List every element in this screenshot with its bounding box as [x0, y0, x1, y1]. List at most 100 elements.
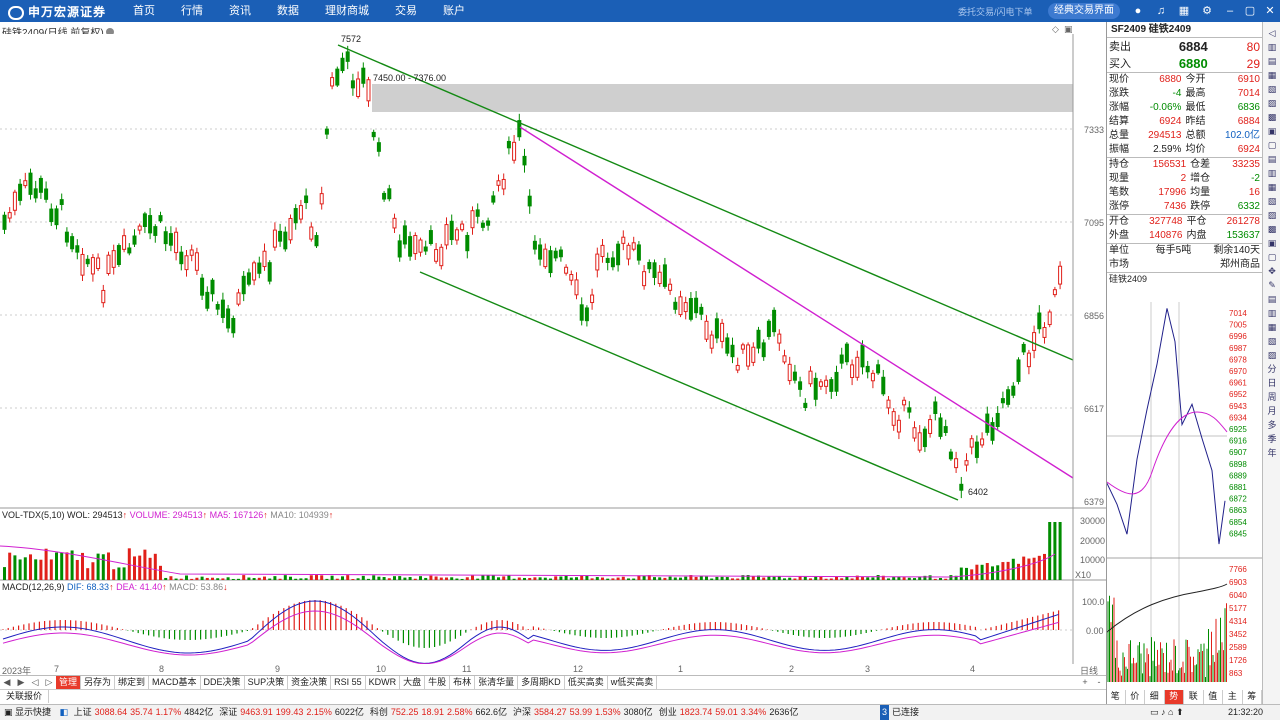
window-icon[interactable]: ▣	[1064, 24, 1073, 34]
nav-home[interactable]: 首页	[133, 5, 155, 17]
period-quarter[interactable]: 季	[1267, 434, 1277, 444]
tab-scroll-right-icon[interactable]: ▶	[17, 677, 25, 687]
index-quote[interactable]: 科创 752.25 18.91 2.58% 662.6亿	[370, 707, 510, 717]
toolbar-icon[interactable]: ▣	[1267, 126, 1277, 136]
macd-indicator-name[interactable]: MACD(12,26,9)	[2, 582, 65, 592]
tab-bind-to[interactable]: 绑定到	[115, 676, 150, 689]
toolbar-icon[interactable]: ▨	[1267, 210, 1277, 220]
index-quote[interactable]: 上证 3088.64 35.74 1.17% 4842亿	[74, 707, 217, 717]
toolbar-icon[interactable]: ▦	[1267, 322, 1277, 332]
tab-kdwr[interactable]: KDWR	[366, 676, 401, 689]
nav-quotes[interactable]: 行情	[181, 5, 203, 17]
tab-linked[interactable]: 联	[1184, 690, 1204, 704]
tab-macd-basic[interactable]: MACD基本	[149, 676, 201, 689]
linked-quote-button[interactable]: 关联报价	[0, 690, 50, 703]
period-month[interactable]: 月	[1267, 406, 1277, 416]
headset-icon[interactable]: ♫	[1156, 5, 1166, 17]
period-minute[interactable]: 分	[1267, 364, 1277, 374]
tab-trades[interactable]: 笔	[1106, 690, 1126, 704]
tab-boll[interactable]: 布林	[450, 676, 476, 689]
toolbar-icon[interactable]: ▣	[1267, 238, 1277, 248]
trade-status-text[interactable]: 委托交易/闪电下单	[958, 7, 1033, 17]
tab-value[interactable]: 值	[1204, 690, 1223, 704]
tab-w-low-buy[interactable]: w低买高卖	[608, 676, 658, 689]
tab-sup[interactable]: SUP决策	[245, 676, 289, 689]
nav-wealth-mall[interactable]: 理财商城	[325, 5, 369, 17]
tab-bull[interactable]: 牛股	[425, 676, 451, 689]
toolbar-icon[interactable]: ▤	[1267, 154, 1277, 164]
tab-zqh-vol[interactable]: 张清华量	[475, 676, 519, 689]
scroll-up-icon[interactable]: ◁	[1268, 28, 1276, 38]
move-icon[interactable]: ✥	[1268, 266, 1276, 276]
toolbar-icon[interactable]: ▩	[1267, 112, 1277, 122]
toolbar-icon[interactable]: ▨	[1267, 350, 1277, 360]
period-year[interactable]: 年	[1267, 448, 1277, 458]
period-day[interactable]: 日	[1267, 378, 1277, 388]
period-multi[interactable]: 多	[1267, 420, 1277, 430]
tab-low-buy[interactable]: 低买高卖	[565, 676, 608, 689]
nav-data[interactable]: 数据	[277, 5, 299, 17]
toolbar-icon[interactable]: ▤	[1267, 56, 1277, 66]
nav-trade[interactable]: 交易	[395, 5, 417, 17]
toolbar-icon[interactable]: ▢	[1267, 252, 1277, 262]
classic-trade-mode-button[interactable]: 经典交易界面	[1048, 3, 1120, 19]
intraday-chart[interactable]: 7014 7005 6996 6987 6978 6970 6961 6952 6943 6934…	[1107, 302, 1262, 682]
toolbar-icon[interactable]: ▧	[1267, 196, 1277, 206]
tab-first-icon[interactable]: ◁	[31, 677, 39, 687]
diamond-icon[interactable]: ◇	[1052, 24, 1059, 34]
nav-news[interactable]: 资讯	[229, 5, 251, 17]
pencil-icon[interactable]: ✎	[1268, 280, 1276, 290]
kline-chart[interactable]: 7572 6402 7450.00 - 7376.00	[0, 34, 1106, 664]
message-icon[interactable]: ●	[1134, 5, 1142, 17]
toolbar-icon[interactable]: ▥	[1267, 42, 1277, 52]
toolbar-icon[interactable]: ▢	[1267, 140, 1277, 150]
range-annotation: 7450.00 - 7376.00	[373, 73, 446, 83]
quote-field-label: 现量	[1109, 173, 1129, 184]
zoom-in-icon[interactable]: +	[1082, 677, 1088, 687]
tab-fund[interactable]: 资金决策	[288, 676, 332, 689]
tab-last-icon[interactable]: ▷	[45, 677, 53, 687]
vol-indicator-name[interactable]: VOL-TDX(5,10)	[2, 510, 65, 520]
grid-icon[interactable]: ▦	[1178, 5, 1190, 17]
tab-market[interactable]: 大盘	[400, 676, 426, 689]
period-label[interactable]: 日线	[1080, 666, 1099, 676]
tab-main[interactable]: 主	[1223, 690, 1243, 704]
tab-save-as[interactable]: 另存为	[81, 676, 116, 689]
quote-field-label: 平仓	[1186, 216, 1207, 227]
tab-dde[interactable]: DDE决策	[201, 676, 245, 689]
minimize-icon[interactable]: –	[1226, 5, 1234, 17]
tab-chips[interactable]: 筹	[1243, 690, 1262, 704]
toolbar-icon[interactable]: ▧	[1267, 336, 1277, 346]
toolbar-icon[interactable]: ▥	[1267, 168, 1277, 178]
index-quote[interactable]: 创业 1823.74 59.01 3.34% 2636亿	[659, 707, 802, 717]
tray-icons[interactable]: ▭ ♪ ⌂ ⬆	[1150, 707, 1184, 717]
toolbar-icon[interactable]: ▦	[1267, 70, 1277, 80]
tab-multi-kd[interactable]: 多周期KD	[518, 676, 565, 689]
index-quote[interactable]: 深证 9463.91 199.43 2.15% 6022亿	[219, 707, 367, 717]
tab-trend[interactable]: 势	[1164, 690, 1184, 704]
period-week[interactable]: 周	[1267, 392, 1277, 402]
tab-rsi[interactable]: RSI 55	[331, 676, 366, 689]
toolbar-icon[interactable]: ▦	[1267, 182, 1277, 192]
index-quote[interactable]: 沪深 3584.27 53.99 1.53% 3080亿	[513, 707, 656, 717]
toolbar-icon[interactable]: ▨	[1267, 98, 1277, 108]
mini-axis-label: 6907	[1229, 448, 1247, 457]
broker-logo: 申万宏源证券	[8, 3, 106, 20]
close-icon[interactable]: ✕	[1265, 5, 1275, 17]
quick-toggle[interactable]: ▣ 显示快捷	[4, 707, 52, 717]
ask-row[interactable]: 卖出 6884 80	[1107, 38, 1262, 55]
toolbar-icon[interactable]: ▥	[1267, 308, 1277, 318]
toolbar-icon[interactable]: ▧	[1267, 84, 1277, 94]
tab-price[interactable]: 价	[1126, 690, 1145, 704]
maximize-icon[interactable]: ▢	[1244, 5, 1256, 17]
tab-scroll-left-icon[interactable]: ◀	[3, 677, 11, 687]
toolbar-icon[interactable]: ▩	[1267, 224, 1277, 234]
bid-row[interactable]: 买入 6880 29	[1107, 55, 1262, 72]
zoom-out-icon[interactable]: -	[1097, 677, 1101, 687]
tab-detail[interactable]: 细	[1145, 690, 1165, 704]
chart-options-icon[interactable]	[105, 28, 114, 36]
tab-manage[interactable]: 管理	[56, 676, 82, 689]
nav-account[interactable]: 账户	[443, 5, 465, 17]
toolbar-icon[interactable]: ▤	[1267, 294, 1277, 304]
settings-icon[interactable]: ⚙	[1202, 5, 1212, 17]
